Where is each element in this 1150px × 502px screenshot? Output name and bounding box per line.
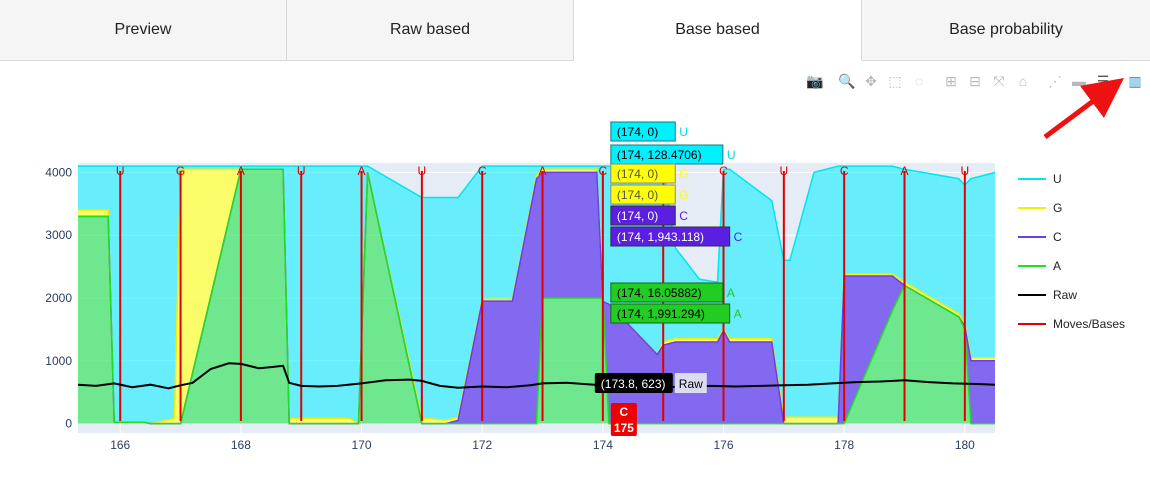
camera-icon[interactable]: 📷 [806,72,824,89]
move-base-label: U [960,164,969,178]
hover-label-value: (174, 0) [617,167,658,181]
hover-label-box [610,226,731,247]
legend-item-moves-bases[interactable]: Moves/Bases [1053,317,1125,331]
hover-raw-series: Raw [679,377,703,391]
x-tick-label: 168 [231,438,251,452]
spike-lines-icon[interactable]: ⋰ [1048,72,1062,89]
series-line-a [78,168,995,425]
hover-label-box [610,163,676,184]
tab-raw-based[interactable]: Raw based [287,0,574,61]
box-select-icon[interactable]: ⬚ [888,72,902,89]
lasso-select-icon[interactable]: ◌ [914,73,924,89]
move-base-label: A [237,164,245,178]
hover-label-box [610,303,731,324]
move-base-label: A [539,164,547,178]
legend-item-a[interactable]: A [1053,259,1061,273]
move-base-label: A [900,164,908,178]
hover-label-series: A [727,286,735,300]
annotation-arrow [1043,78,1125,140]
move-base-label: G [176,164,185,178]
move-base-label: A [358,164,366,178]
tab-base-probability[interactable]: Base probability [862,0,1150,61]
zoom-in-icon[interactable]: ⊞ [945,72,957,89]
y-tick-label: 2000 [45,291,72,305]
legend-item-g[interactable]: G [1053,201,1062,215]
area-a [78,169,995,424]
hover-label-series: U [727,148,736,162]
raw-signal-line [77,362,996,390]
plotly-logo-icon[interactable]: ▥ [1128,72,1142,89]
hover-move-x: 175 [614,421,634,435]
hover-label-series: C [734,230,743,244]
move-base-label: C [599,164,608,178]
tab-base-based[interactable]: Base based [574,0,862,61]
hover-label-series: C [679,209,688,223]
zoom-out-icon[interactable]: ⊟ [969,72,981,89]
hover-move-box [610,403,637,436]
hover-label-box [610,282,724,303]
hover-label-series: G [679,167,688,181]
y-tick-label: 1000 [45,354,72,368]
series-line-u [78,165,996,284]
x-tick-label: 172 [472,438,492,452]
x-tick-label: 176 [714,438,734,452]
hover-label-series: A [734,307,742,321]
hover-label-value: (174, 0) [617,188,658,202]
y-tick-label: 4000 [45,165,72,179]
hover-label-value: (174, 1,943.118) [617,230,704,244]
legend-item-u[interactable]: U [1053,172,1062,186]
hover-label-box [610,205,676,226]
y-tick-label: 3000 [45,228,72,242]
plot-modebar: 📷 🔍 ✥ ⬚ ◌ ⊞ ⊟ ⤧ ⌂ ⋰ ▬ ☰ ▥ [800,72,1150,92]
move-base-label: C [478,164,487,178]
move-base-label: C [840,164,849,178]
hover-raw-box [594,373,673,393]
move-base-label: U [116,164,125,178]
hover-label-series: G [679,188,688,202]
area-c [78,169,995,424]
hover-label-box [610,184,676,205]
hover-move-base: C [620,405,629,419]
move-base-label: U [418,164,427,178]
x-tick-label: 180 [955,438,975,452]
x-tick-label: 174 [593,438,613,452]
area-u [78,166,995,424]
x-tick-label: 178 [834,438,854,452]
tab-preview[interactable]: Preview [0,0,287,61]
hover-label-value: (174, 1,991.294) [617,307,705,321]
hover-label-value: (174, 0) [617,125,658,139]
tab-bar: Preview Raw based Base based Base probab… [0,0,1150,62]
autoscale-icon[interactable]: ⤧ [993,72,1005,89]
hover-label-series: U [679,125,688,139]
zoom-icon[interactable]: 🔍 [838,72,856,89]
hover-label-box [610,121,676,142]
move-base-label: U [780,164,789,178]
x-tick-label: 170 [352,438,372,452]
hover-label-value: (174, 128.4706) [617,148,702,162]
hover-label-value: (174, 16.05882) [617,286,702,300]
y-tick-label: 0 [65,417,72,431]
hover-raw-series-box [674,373,707,393]
x-tick-label: 166 [110,438,130,452]
legend-item-raw[interactable]: Raw [1053,288,1077,302]
pan-icon[interactable]: ✥ [865,72,877,89]
hover-label-value: (174, 0) [617,209,658,223]
move-base-label: U [297,164,306,178]
reset-axes-icon[interactable]: ⌂ [1018,73,1028,89]
move-base-label: C [719,164,728,178]
hover-raw-value: (173.8, 623) [601,377,666,391]
legend-item-c[interactable]: C [1053,230,1062,244]
